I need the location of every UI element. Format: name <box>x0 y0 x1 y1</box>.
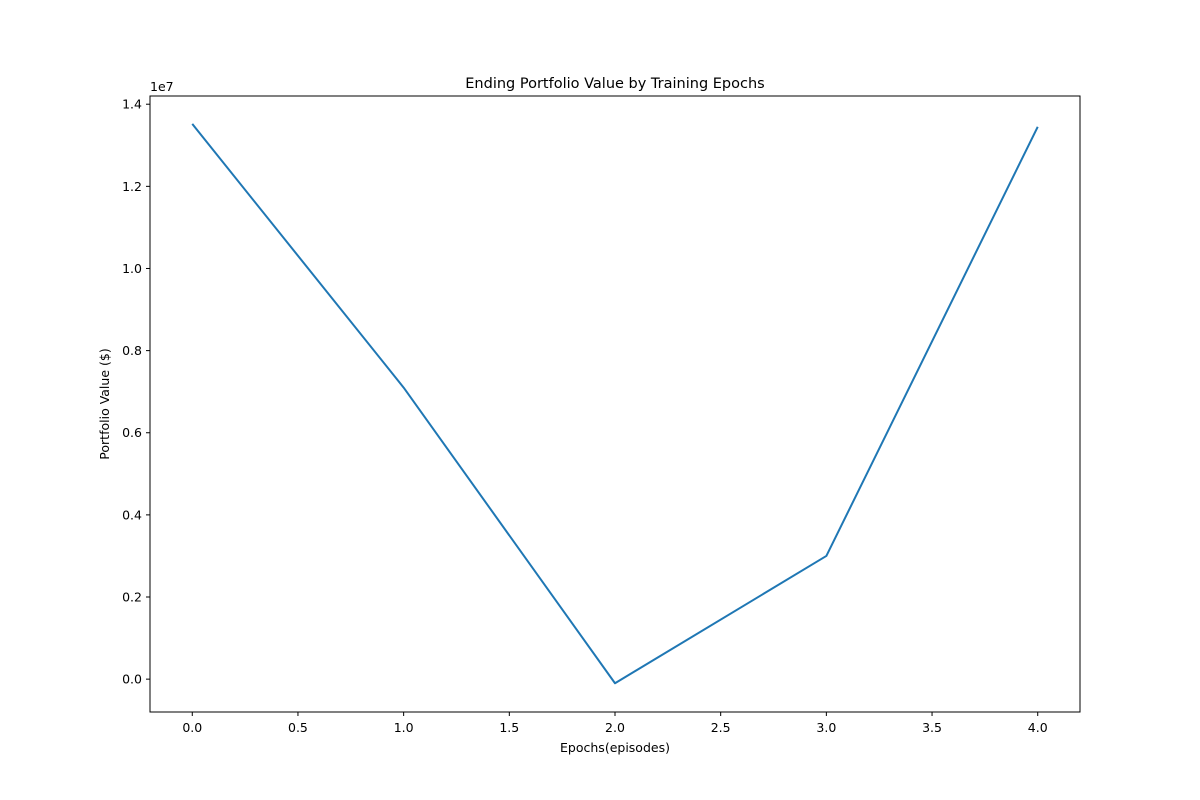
y-tick-label: 0.6 <box>122 425 142 440</box>
y-tick-label: 0.0 <box>122 672 142 687</box>
x-tick-label: 1.5 <box>499 720 519 735</box>
series-layer <box>191 123 1039 685</box>
x-tick-label: 2.5 <box>711 720 731 735</box>
x-tick-label: 3.0 <box>816 720 836 735</box>
x-axis-ticks: 0.0 0.5 1.0 1.5 2.0 2.5 3.0 3.5 4.0 <box>182 712 1048 735</box>
y-tick-label: 1.0 <box>122 261 142 276</box>
x-tick-label: 1.0 <box>394 720 414 735</box>
y-offset-label: 1e7 <box>150 79 174 94</box>
y-tick-label: 1.2 <box>122 179 142 194</box>
y-tick-label: 0.4 <box>122 507 142 522</box>
x-tick-label: 0.0 <box>182 720 202 735</box>
y-tick-label: 0.8 <box>122 343 142 358</box>
y-axis-label: Portfolio Value ($) <box>97 348 112 459</box>
x-tick-label: 0.5 <box>288 720 308 735</box>
y-axis-ticks: 0.0 0.2 0.4 0.6 0.8 1.0 1.2 1.4 <box>122 97 150 687</box>
y-tick-label: 1.4 <box>122 97 142 112</box>
chart-title: Ending Portfolio Value by Training Epoch… <box>465 76 764 92</box>
y-tick-label: 0.2 <box>122 590 142 605</box>
x-axis-label: Epochs(episodes) <box>560 740 670 755</box>
x-tick-label: 4.0 <box>1028 720 1048 735</box>
x-tick-label: 3.5 <box>922 720 942 735</box>
plot-area-frame <box>149 95 1081 713</box>
series-line <box>191 123 1039 685</box>
x-tick-label: 2.0 <box>605 720 625 735</box>
